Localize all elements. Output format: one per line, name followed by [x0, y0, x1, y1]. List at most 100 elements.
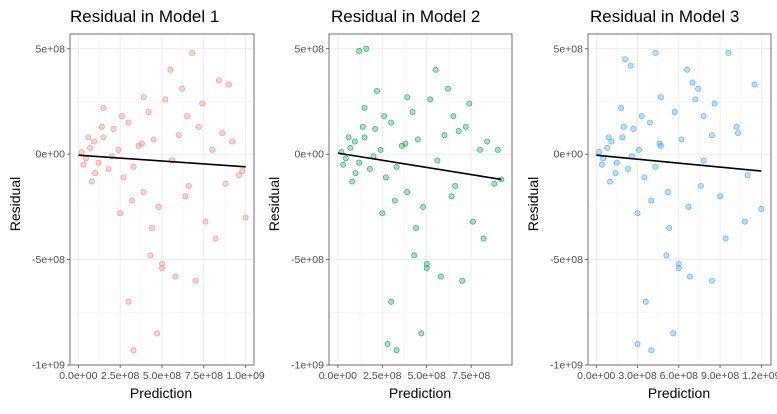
data-point [382, 174, 389, 181]
data-point [657, 94, 664, 101]
x-tick-label: 1.2e+09 [742, 370, 777, 382]
data-point [225, 81, 232, 88]
data-point [88, 178, 95, 185]
x-tick-label: 1.0e+09 [227, 370, 265, 382]
data-point [618, 104, 624, 111]
data-point [215, 77, 222, 84]
data-point [477, 147, 483, 153]
plot-area: -1e+09 -5e+08 0e+00 5e+08 0.0e+00 2.5e+08 5.0e… [32, 33, 265, 382]
data-point [684, 66, 691, 73]
data-point [596, 149, 602, 156]
data-point [664, 189, 671, 196]
data-point [671, 109, 678, 115]
data-point [209, 147, 216, 153]
data-point [117, 210, 124, 217]
plot-area: -1e+09 -5e+08 0e+00 5e+08 0.0e+00 2.5e+08 5.0e… [291, 33, 513, 382]
x-tick-label: 9.0e+08 [701, 370, 739, 382]
data-point [434, 157, 441, 164]
data-point [352, 170, 359, 177]
data-point [150, 136, 157, 143]
panel-model-1: Residual in Model 1 Prediction Residual … [7, 7, 265, 401]
x-tick-label: 0.0e+00 [319, 370, 357, 382]
data-point [722, 235, 729, 242]
data-point [393, 347, 400, 354]
data-point [91, 138, 98, 145]
data-point [700, 113, 707, 120]
data-point [411, 252, 418, 259]
data-point [494, 147, 501, 153]
data-point [404, 189, 411, 196]
data-point [409, 109, 416, 115]
y-tick-label: -5e+08 [32, 254, 65, 266]
plot-area: -1e+09 -5e+08 0e+00 5e+08 0.0e+00 3.0e+08 6.0e… [550, 33, 777, 382]
data-point [159, 265, 165, 271]
data-point [140, 189, 147, 196]
data-point [605, 134, 612, 141]
data-point [420, 203, 427, 210]
data-point [239, 168, 246, 174]
data-point [608, 138, 615, 145]
data-point [175, 132, 182, 139]
data-point [363, 45, 370, 52]
y-tick-label: 5e+08 [36, 43, 66, 55]
data-point [145, 109, 152, 115]
data-point [646, 119, 653, 126]
data-point [648, 347, 655, 354]
data-point [642, 298, 649, 305]
data-point [455, 128, 462, 134]
data-point [604, 144, 611, 151]
data-point [92, 170, 99, 177]
data-point [663, 252, 670, 259]
data-point [459, 277, 466, 284]
data-point [391, 197, 398, 204]
y-axis-title: Residual [7, 177, 23, 231]
data-point [624, 165, 631, 172]
data-point [484, 138, 491, 145]
data-point [202, 218, 209, 225]
x-tick-label: 7.5e+08 [185, 370, 223, 382]
data-point [372, 125, 379, 132]
regression-line [337, 152, 502, 181]
data-point [162, 96, 169, 103]
y-tick-label: -5e+08 [550, 254, 583, 266]
data-point [758, 206, 765, 212]
data-point [741, 218, 748, 225]
data-point [347, 144, 354, 151]
data-point [648, 197, 655, 204]
y-tick-label: -1e+09 [291, 360, 324, 372]
y-tick-label: 0e+00 [295, 149, 325, 161]
data-point [149, 225, 155, 231]
data-point [242, 214, 249, 221]
data-point [666, 225, 673, 231]
data-point [652, 50, 659, 56]
panel-model-2: Residual in Model 2 Prediction Residual … [266, 7, 513, 401]
data-point [125, 119, 132, 126]
data-point [598, 161, 605, 168]
data-point [437, 273, 444, 280]
y-tick-label: 0e+00 [554, 149, 584, 161]
data-point [130, 163, 137, 170]
data-point [622, 56, 629, 63]
data-point [388, 298, 395, 305]
data-point [413, 225, 420, 231]
y-tick-label: 0e+00 [36, 149, 66, 161]
y-tick-label: -5e+08 [291, 254, 324, 266]
data-point [751, 81, 758, 88]
data-point [450, 113, 457, 120]
data-point [235, 172, 242, 179]
data-point [222, 180, 229, 187]
data-point [138, 140, 145, 147]
data-point [349, 178, 356, 185]
data-point [469, 218, 476, 225]
x-tick-label: 3.0e+08 [618, 370, 656, 382]
data-point [708, 132, 715, 139]
data-point [185, 182, 192, 189]
y-tick-label: 5e+08 [554, 43, 584, 55]
data-point [381, 113, 388, 120]
data-point [135, 142, 142, 149]
data-point [402, 140, 409, 147]
data-point [361, 104, 368, 111]
data-point [612, 170, 619, 177]
